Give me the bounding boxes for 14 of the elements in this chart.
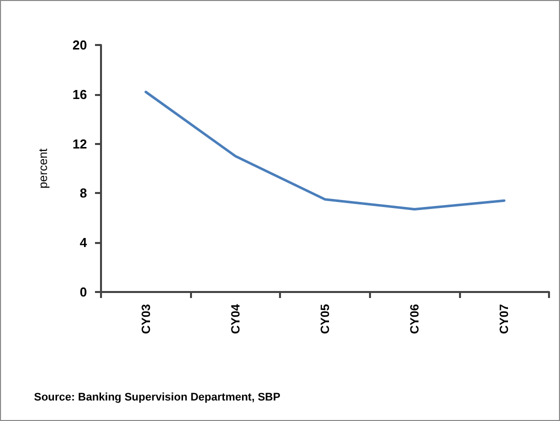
- y-tick-label: 20: [72, 38, 87, 52]
- x-tick-label: CY06: [408, 304, 422, 334]
- line-series: [144, 90, 506, 211]
- x-tick-label: CY05: [318, 304, 332, 334]
- y-tick-label: 16: [72, 86, 87, 102]
- y-tick-label: 0: [80, 284, 87, 300]
- x-tick-label: CY03: [138, 304, 153, 334]
- y-tick-label: 4: [80, 235, 88, 250]
- source-note: Source: Banking Supervision Department, SBP: [34, 392, 280, 404]
- y-tick-label: 8: [80, 186, 87, 201]
- x-tick-label: CY04: [228, 304, 242, 334]
- y-axis-title: percent: [36, 148, 50, 189]
- x-tick-label: CY07: [497, 304, 512, 334]
- y-tick-label: 12: [72, 136, 87, 152]
